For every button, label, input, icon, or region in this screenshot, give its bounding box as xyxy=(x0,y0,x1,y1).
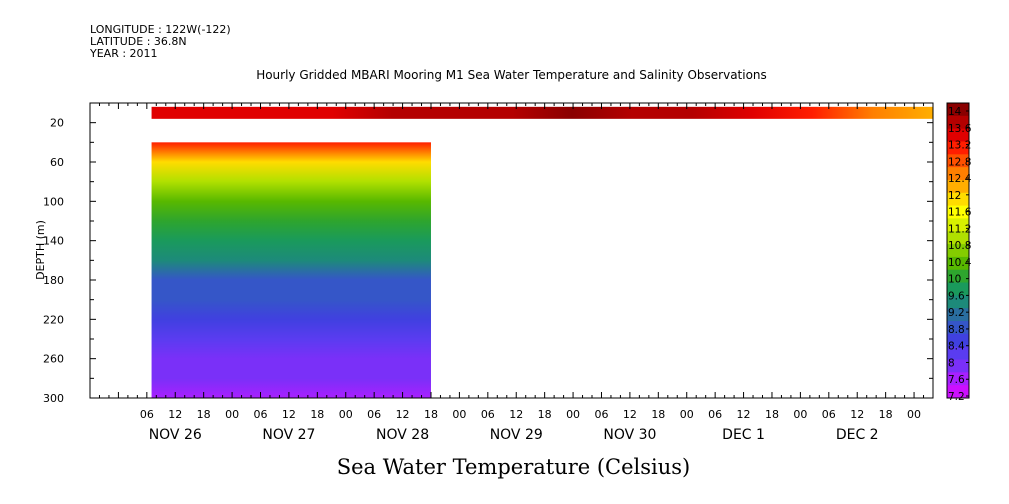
colorbar-tick-label: 10.4 xyxy=(948,257,972,269)
y-tick-label: 100 xyxy=(43,195,64,208)
colorbar-swatch xyxy=(947,269,969,284)
colorbar-tick-label: 14 xyxy=(948,106,962,118)
y-tick-label: 180 xyxy=(43,274,64,287)
y-tick-label: 140 xyxy=(43,235,64,248)
x-day-label: DEC 2 xyxy=(836,427,879,443)
surface-temperature-strip xyxy=(151,106,934,119)
colorbar-swatch xyxy=(947,385,969,399)
x-hour-label: 12 xyxy=(737,408,751,421)
colorbar-swatch xyxy=(947,167,969,181)
x-hour-label: 12 xyxy=(168,408,182,421)
x-hour-label: 18 xyxy=(310,408,324,421)
location-header: LONGITUDE : 122W(-122) LATITUDE : 36.8N … xyxy=(90,24,231,60)
x-hour-label: 12 xyxy=(396,408,410,421)
x-hour-label: 06 xyxy=(822,408,836,421)
x-hour-label: 00 xyxy=(339,408,353,421)
colorbar-caption: Sea Water Temperature (Celsius) xyxy=(336,455,691,479)
x-hour-label: 06 xyxy=(140,408,154,421)
colorbar-tick-label: 7.2 xyxy=(948,391,965,403)
y-tick-label: 220 xyxy=(43,313,64,326)
colorbar-swatch xyxy=(947,179,969,194)
colorbar-swatch xyxy=(947,346,969,361)
colorbar-swatch xyxy=(947,359,969,373)
colorbar-tick-label: 8 xyxy=(948,357,955,369)
y-tick-label: 60 xyxy=(50,156,64,169)
x-hour-label: 00 xyxy=(793,408,807,421)
colorbar-swatch xyxy=(947,244,969,258)
x-hour-label: 12 xyxy=(850,408,864,421)
colorbar-tick-label: 10.8 xyxy=(948,240,971,252)
colorbar-tick-label: 8.4 xyxy=(948,341,965,353)
latitude-label: LATITUDE : 36.8N xyxy=(90,35,187,48)
x-hour-label: 18 xyxy=(651,408,665,421)
x-hour-label: 06 xyxy=(481,408,495,421)
x-day-label: NOV 30 xyxy=(603,427,656,443)
y-tick-label: 260 xyxy=(43,353,64,366)
colorbar-frame xyxy=(946,102,970,399)
x-hour-label: 12 xyxy=(623,408,637,421)
y-tick-label: 300 xyxy=(43,392,64,405)
colorbar-tick-label: 8.8 xyxy=(948,324,965,336)
colorbar-swatch xyxy=(947,141,969,155)
x-day-label: NOV 27 xyxy=(262,427,315,443)
colorbar-swatch xyxy=(947,295,969,309)
colorbar-tick-label: 12.4 xyxy=(948,173,972,185)
y-axis-label: DEPTH (m) xyxy=(34,220,47,280)
colorbar-swatch xyxy=(947,103,969,117)
x-hour-label: 18 xyxy=(879,408,893,421)
x-day-label: DEC 1 xyxy=(722,427,765,443)
colorbar-swatch xyxy=(947,231,969,245)
year-label: YEAR : 2011 xyxy=(90,47,158,60)
colorbar-swatch xyxy=(947,372,969,386)
x-hour-label: 00 xyxy=(566,408,580,421)
x-day-label: NOV 26 xyxy=(149,427,202,443)
colorbar-tick-label: 11.6 xyxy=(948,207,972,219)
colorbar-tick-label: 12 xyxy=(948,190,961,202)
colorbar-swatch xyxy=(947,321,969,335)
colorbar-swatch xyxy=(947,218,969,232)
colorbar-swatch xyxy=(947,154,969,168)
colorbar-swatch xyxy=(947,205,969,219)
colorbar-swatch xyxy=(947,333,969,348)
x-hour-label: 18 xyxy=(424,408,438,421)
temperature-profile-block xyxy=(151,142,431,398)
x-hour-label: 18 xyxy=(197,408,211,421)
x-hour-label: 18 xyxy=(765,408,779,421)
y-tick-label: 20 xyxy=(50,117,64,130)
x-hour-label: 06 xyxy=(594,408,608,421)
x-hour-label: 12 xyxy=(509,408,523,421)
x-day-label: NOV 28 xyxy=(376,427,429,443)
x-hour-label: 00 xyxy=(680,408,694,421)
colorbar-swatch xyxy=(947,115,969,130)
longitude-label: LONGITUDE : 122W(-122) xyxy=(90,23,231,36)
colorbar-tick-label: 9.2 xyxy=(948,307,965,319)
colorbar-tick-label: 13.2 xyxy=(948,140,971,152)
x-hour-label: 18 xyxy=(538,408,552,421)
colorbar-tick-label: 9.6 xyxy=(948,290,965,302)
colorbar-swatch xyxy=(947,282,969,296)
colorbar-tick-label: 10 xyxy=(948,274,961,286)
x-hour-label: 00 xyxy=(452,408,466,421)
x-hour-label: 00 xyxy=(225,408,239,421)
x-day-label: NOV 29 xyxy=(490,427,543,443)
x-hour-label: 06 xyxy=(253,408,267,421)
x-hour-label: 00 xyxy=(907,408,921,421)
colorbar-tick-label: 12.8 xyxy=(948,156,971,168)
colorbar-swatch xyxy=(947,192,969,207)
x-hour-label: 06 xyxy=(367,408,381,421)
plot-frame xyxy=(89,102,934,399)
colorbar-tick-label: 7.6 xyxy=(948,374,965,386)
colorbar-swatch xyxy=(947,128,969,142)
colorbar-swatch xyxy=(947,308,969,322)
colorbar-swatch xyxy=(947,256,969,271)
colorbar-tick-label: 11.2 xyxy=(948,223,971,235)
x-hour-label: 12 xyxy=(282,408,296,421)
x-hour-label: 06 xyxy=(708,408,722,421)
chart-title: Hourly Gridded MBARI Mooring M1 Sea Wate… xyxy=(256,68,767,82)
colorbar-tick-label: 13.6 xyxy=(948,123,972,135)
